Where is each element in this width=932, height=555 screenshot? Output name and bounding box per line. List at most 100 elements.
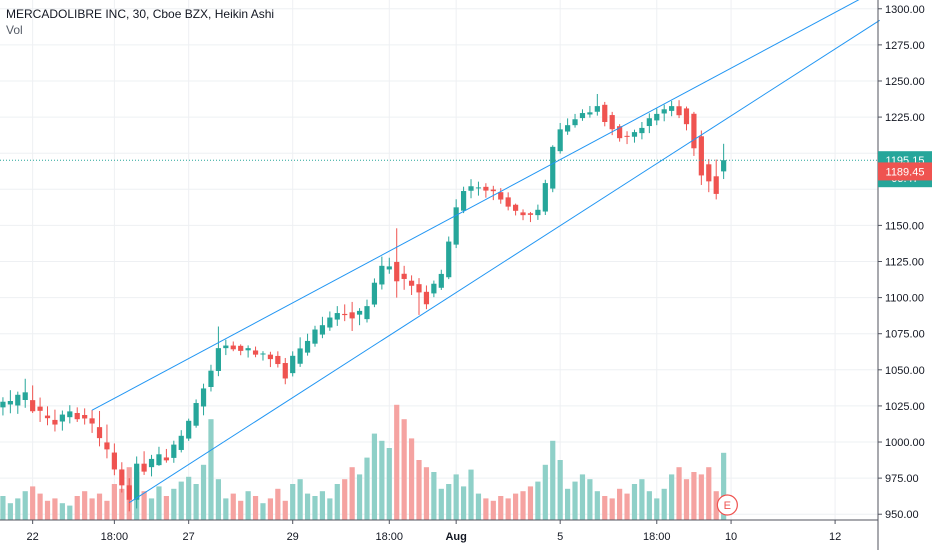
previous-price-badge-text: 1189.45 (886, 166, 925, 178)
candle (468, 179, 474, 199)
volume-bar (431, 472, 437, 520)
candle-body (423, 291, 430, 305)
candle-body (639, 127, 645, 134)
volume-bar (654, 498, 660, 520)
candle-body (594, 106, 600, 112)
volume-bar (527, 486, 534, 520)
candle (691, 111, 697, 156)
volume-bar (148, 498, 155, 520)
candle-body (15, 394, 21, 406)
volume-bar (579, 474, 586, 520)
time-tick-label: 18:00 (101, 531, 129, 543)
candle (661, 104, 667, 122)
candle (171, 440, 177, 463)
candle (89, 409, 95, 433)
candle-body (230, 345, 236, 350)
candle-body (238, 345, 244, 351)
volume-bar (312, 496, 318, 520)
candle-body (297, 348, 303, 364)
candle (683, 106, 690, 131)
candle (386, 257, 392, 274)
candle (639, 121, 645, 140)
volume-bar (52, 498, 58, 520)
volume-bar (542, 464, 548, 520)
price-tick-label: 1075.00 (885, 329, 925, 341)
volume-bar (349, 467, 355, 520)
previous-price-badge-bg (878, 162, 932, 181)
volume-bar (163, 496, 169, 520)
volume-bar (721, 452, 727, 520)
price-tick-label: 1125.00 (885, 257, 924, 269)
candle-body (527, 213, 534, 215)
candle (453, 199, 459, 249)
candle-body (171, 444, 177, 458)
volume-bar (446, 484, 452, 520)
volume-bar (683, 479, 690, 520)
candle-body (364, 306, 370, 320)
candle-body (327, 317, 333, 328)
candle (490, 185, 496, 201)
volume-bar (74, 496, 80, 520)
candle-body (579, 113, 586, 119)
candle (438, 269, 444, 290)
candle-body (342, 313, 348, 316)
volume-bar (401, 419, 407, 520)
price-tick-label: 950.00 (885, 509, 919, 521)
candle (22, 378, 28, 408)
volume-bar (89, 498, 95, 520)
volume-bar (379, 440, 385, 520)
candle-body (475, 187, 482, 189)
candle (44, 406, 51, 426)
time-tick-label: 18:00 (643, 531, 671, 543)
time-tick-label: Aug (445, 531, 466, 543)
volume-bar (438, 488, 444, 520)
candle (104, 424, 110, 459)
volume-bar (550, 440, 556, 520)
candle-body (89, 418, 95, 424)
volume-bar (631, 484, 638, 520)
candle-body (111, 452, 117, 470)
candle (371, 278, 378, 308)
candle-body (290, 355, 296, 374)
volume-bar (260, 503, 266, 520)
candle-body (698, 136, 704, 176)
volume-bar (394, 404, 400, 520)
candle (676, 100, 682, 119)
volume-bar (356, 474, 363, 520)
candle-body (483, 186, 489, 191)
volume-bar (327, 498, 333, 520)
candle-body (37, 406, 43, 411)
candle-body (119, 469, 125, 486)
volume-bar (96, 493, 103, 520)
candle-body (706, 164, 712, 182)
volume-bar (557, 460, 563, 520)
volume-bar (7, 503, 13, 520)
volume-bar (334, 484, 340, 520)
candle (617, 124, 623, 142)
volume-bar (408, 438, 415, 520)
volume-bar (676, 467, 682, 520)
candle-body (438, 273, 444, 288)
candle-body (379, 265, 385, 285)
candle (654, 108, 660, 126)
candle-body (676, 106, 682, 116)
volume-bar (669, 474, 675, 520)
candle-body (416, 284, 422, 293)
candle (557, 123, 563, 154)
volume-bar (22, 491, 28, 520)
candle (126, 478, 132, 512)
candle-body (505, 197, 511, 207)
earnings-marker: E (716, 494, 738, 516)
volume-bar (416, 460, 422, 520)
candle (0, 397, 6, 416)
volume-bar (290, 484, 296, 520)
volume-bar (691, 472, 697, 520)
candle (74, 407, 80, 422)
candle-body (617, 126, 623, 139)
candle-body (513, 204, 519, 211)
candle (275, 351, 281, 368)
time-tick-label: 18:00 (376, 531, 404, 543)
volume-bar (535, 481, 541, 520)
